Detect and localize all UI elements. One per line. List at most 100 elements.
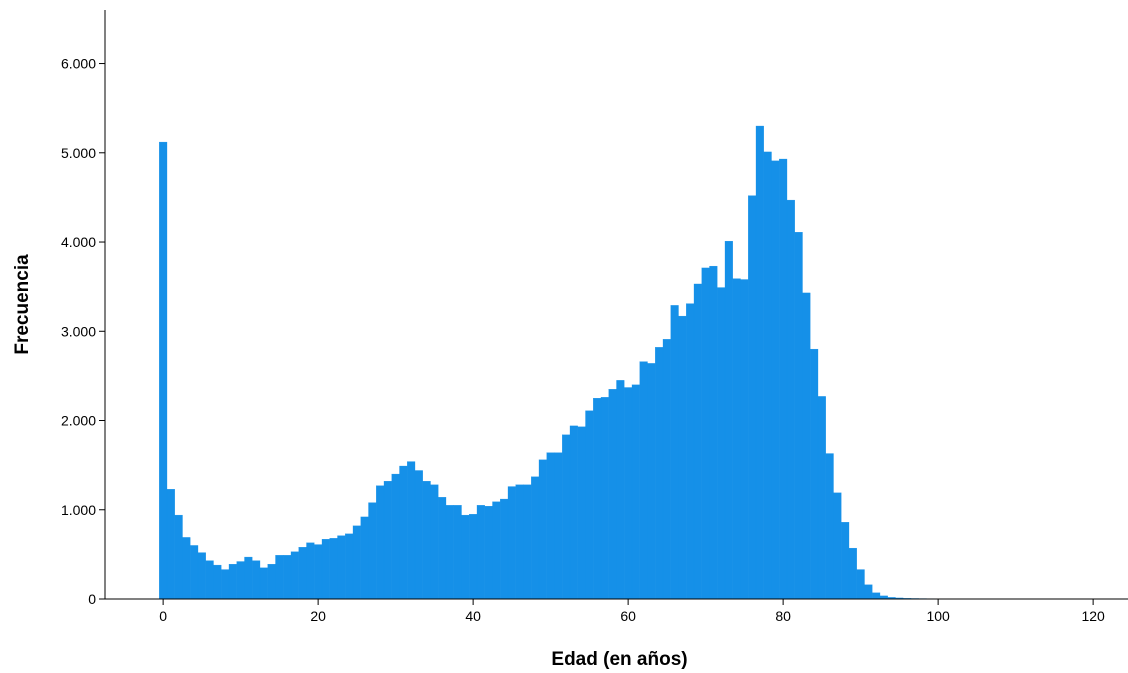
histogram-bar — [825, 453, 834, 600]
y-axis-ticks: 0 1.000 2.000 3.000 4.000 5.000 6.000 — [61, 56, 105, 607]
x-tick-label: 0 — [159, 608, 167, 624]
histogram-bar — [794, 232, 803, 600]
histogram-bar — [275, 555, 284, 600]
histogram-bar — [639, 361, 648, 600]
histogram-bar — [259, 567, 268, 600]
histogram-bar — [430, 484, 439, 600]
histogram-bar — [717, 287, 726, 600]
histogram-bar — [585, 410, 594, 600]
y-tick-label: 6.000 — [61, 56, 96, 72]
histogram-bar — [515, 484, 524, 600]
histogram-bar — [236, 561, 245, 600]
histogram-bar — [701, 267, 710, 600]
histogram-bar — [802, 292, 811, 600]
histogram-bar — [771, 160, 780, 600]
histogram-bar — [399, 465, 408, 600]
histogram-bar — [608, 389, 617, 600]
histogram-bar — [531, 476, 540, 600]
histogram-bar — [368, 502, 377, 600]
histogram-bar — [228, 564, 237, 600]
histogram-bar — [779, 158, 788, 600]
x-tick-label: 80 — [775, 608, 791, 624]
histogram-bar — [345, 533, 354, 600]
histogram-bar — [484, 506, 493, 600]
histogram-bar — [321, 539, 330, 600]
histogram-bar — [755, 125, 764, 600]
histogram-bar — [329, 538, 338, 600]
histogram-bar — [298, 547, 307, 600]
histogram-bar — [190, 545, 199, 600]
histogram-bar — [500, 498, 509, 600]
histogram-bar — [786, 199, 795, 600]
x-tick-label: 40 — [465, 608, 481, 624]
histogram-bar — [616, 380, 625, 600]
histogram-bar — [174, 514, 183, 600]
histogram-bar — [360, 516, 369, 600]
histogram-bar — [445, 505, 454, 600]
y-tick-label: 2.000 — [61, 413, 96, 429]
y-tick-label: 5.000 — [61, 145, 96, 161]
histogram-bar — [414, 470, 423, 600]
histogram-bar — [221, 569, 230, 600]
histogram-bar — [407, 461, 416, 600]
histogram-bar — [600, 397, 609, 600]
x-tick-label: 100 — [926, 608, 950, 624]
y-tick-label: 3.000 — [61, 323, 96, 339]
histogram-bar — [655, 347, 664, 600]
histogram-bar — [546, 452, 555, 600]
histogram-bar — [686, 303, 695, 600]
histogram-bar — [159, 141, 168, 600]
histogram-bar — [213, 564, 222, 600]
histogram-bar — [453, 505, 462, 600]
histogram-bar — [562, 434, 571, 600]
histogram-bar — [469, 514, 478, 600]
y-tick-label: 1.000 — [61, 502, 96, 518]
histogram-bar — [352, 525, 361, 600]
histogram-bar — [461, 514, 470, 600]
histogram-bar — [507, 486, 516, 600]
histogram-bar — [182, 537, 191, 600]
histogram-bar — [569, 425, 578, 600]
histogram-bar — [492, 501, 501, 600]
histogram-bar — [841, 522, 850, 600]
histogram-bar — [810, 348, 819, 600]
histogram-bar — [872, 592, 881, 600]
x-axis-title: Edad (en años) — [551, 649, 687, 670]
histogram-bar — [391, 473, 400, 600]
histogram-bar — [856, 569, 865, 600]
histogram-bar — [554, 452, 563, 600]
x-tick-label: 120 — [1081, 608, 1105, 624]
y-tick-label: 4.000 — [61, 234, 96, 250]
histogram-bar — [267, 564, 276, 600]
histogram-bar — [438, 497, 447, 600]
histogram-bar — [476, 505, 485, 600]
histogram-bar — [631, 384, 640, 600]
x-tick-label: 60 — [620, 608, 636, 624]
y-axis-title: Frecuencia — [12, 254, 33, 355]
y-tick-label: 0 — [88, 591, 96, 607]
histogram-bar — [252, 560, 261, 600]
histogram-bar — [647, 363, 656, 600]
histogram-bar — [624, 387, 633, 600]
histogram-bar — [740, 279, 749, 600]
histogram-bar — [197, 552, 206, 600]
histogram-bar — [678, 315, 687, 600]
histogram-bar — [670, 305, 679, 600]
x-tick-label: 20 — [310, 608, 326, 624]
histogram-bar — [817, 396, 826, 600]
histogram-bar — [763, 151, 772, 600]
histogram-bar — [337, 535, 346, 600]
histogram-bar — [593, 398, 602, 600]
histogram-bar — [709, 265, 718, 600]
histogram-bar — [383, 481, 392, 600]
histogram-bar — [306, 542, 315, 600]
bars-group — [159, 125, 1074, 600]
histogram-bar — [538, 459, 547, 600]
histogram-bar — [662, 339, 671, 600]
histogram-bar — [290, 551, 299, 600]
histogram-bar — [833, 492, 842, 600]
x-axis-ticks: 0 20 40 60 80 100 120 — [159, 599, 1105, 624]
histogram-bar — [693, 283, 702, 600]
histogram-bar — [523, 484, 532, 600]
